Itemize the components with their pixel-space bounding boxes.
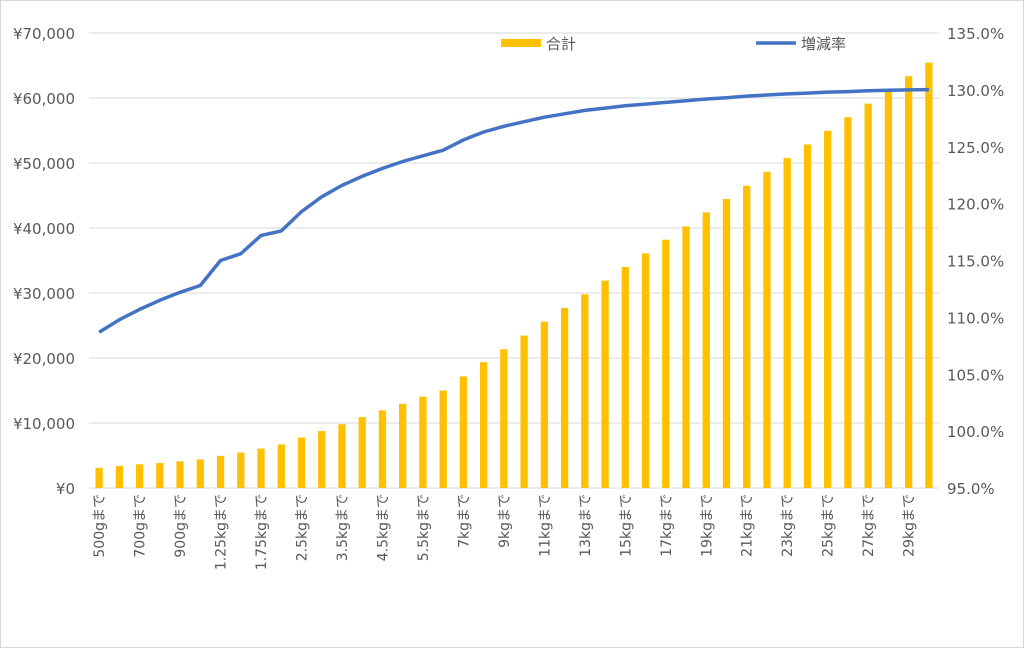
x-axis-tick-label: 500gまで [92, 494, 108, 558]
bar [115, 465, 123, 488]
bar [844, 117, 852, 489]
bar [925, 62, 933, 488]
bar [560, 307, 569, 488]
bar [682, 226, 690, 488]
bar [520, 335, 528, 488]
bar [419, 396, 427, 488]
bar [257, 448, 265, 488]
bar [439, 390, 447, 488]
right-axis-tick-label: 100.0% [947, 423, 1004, 441]
x-axis-tick-label: 1.25kgまで [214, 494, 230, 570]
bar [459, 376, 468, 488]
bar [662, 239, 670, 488]
bar [176, 461, 184, 488]
right-axis-tick-label: 135.0% [947, 25, 1004, 43]
bar [641, 253, 650, 488]
bar [621, 267, 629, 488]
x-axis-tick-label: 700gまで [133, 494, 149, 558]
right-axis-tick-label: 95.0% [947, 480, 995, 498]
line-series-増減率 [98, 87, 929, 334]
bar [216, 455, 225, 488]
x-axis-tick-label: 23kgまで [780, 494, 796, 557]
left-axis-tick-label: ¥0 [56, 480, 75, 498]
legend-swatch-合計 [501, 39, 541, 47]
left-axis-tick-label: ¥50,000 [13, 155, 75, 173]
x-axis-tick-label: 11kgまで [537, 494, 553, 557]
legend-label-増減率: 増減率 [801, 35, 846, 53]
right-axis-tick-label: 125.0% [947, 139, 1004, 157]
bar [277, 444, 285, 488]
x-axis-tick-label: 29kgまで [902, 494, 918, 557]
left-axis-tick-label: ¥10,000 [13, 415, 75, 433]
bar [500, 349, 508, 488]
left-axis-ticks: ¥0 ¥10,000 ¥20,000 ¥30,000 ¥40,000 ¥50,000 ¥60… [13, 25, 75, 498]
legend: 合計 増減率 [501, 35, 846, 53]
bar [763, 171, 771, 488]
bar [358, 417, 366, 488]
bar [237, 452, 245, 488]
x-axis-tick-label: 4.5kgまで [375, 494, 391, 561]
bar [864, 103, 872, 489]
bar [783, 158, 791, 488]
bar [601, 280, 609, 488]
bar [196, 459, 204, 488]
x-axis-tick-label: 15kgまで [618, 494, 634, 557]
bar [378, 410, 387, 488]
x-axis-ticks: 500gまで 700gまで 900gまで 1.25kgまで 1.75kgまで 2.5kgま… [92, 494, 918, 570]
bar [156, 462, 164, 488]
left-axis-tick-label: ¥70,000 [13, 25, 75, 43]
bar [399, 403, 407, 488]
bar [318, 431, 326, 488]
x-axis-tick-label: 13kgまで [578, 494, 594, 557]
bar [743, 185, 751, 488]
x-axis-tick-label: 900gまで [173, 494, 189, 558]
right-axis-tick-label: 120.0% [947, 196, 1004, 214]
x-axis-tick-label: 5.5kgまで [416, 494, 432, 561]
x-axis-tick-label: 21kgまで [740, 494, 756, 557]
x-axis-tick-label: 9kgまで [497, 494, 513, 548]
bar [702, 212, 710, 488]
bar [905, 76, 913, 488]
x-axis-tick-label: 1.75kgまで [254, 494, 270, 570]
right-axis-ticks: 95.0% 100.0% 105.0% 110.0% 115.0% 120.0% 125.0… [947, 25, 1004, 498]
left-axis-tick-label: ¥40,000 [13, 220, 75, 238]
right-axis-tick-label: 130.0% [947, 82, 1004, 100]
x-axis-tick-label: 7kgまで [456, 494, 472, 548]
right-axis-tick-label: 105.0% [947, 366, 1004, 384]
bar [480, 362, 488, 488]
bar [297, 437, 306, 488]
legend-label-合計: 合計 [546, 35, 576, 53]
left-axis-tick-label: ¥20,000 [13, 350, 75, 368]
x-axis-tick-label: 25kgまで [821, 494, 837, 557]
x-axis-tick-label: 27kgまで [861, 494, 877, 557]
bar [95, 467, 103, 488]
right-axis-tick-label: 110.0% [947, 309, 1004, 327]
left-axis-tick-label: ¥30,000 [13, 285, 75, 303]
x-axis-tick-label: 3.5kgまで [335, 494, 351, 561]
x-axis-tick-label: 2.5kgまで [295, 494, 311, 561]
bar [581, 294, 589, 488]
bar [540, 321, 548, 488]
bar [722, 199, 731, 488]
bar [338, 424, 346, 488]
gridlines [89, 32, 939, 489]
bar [824, 130, 832, 488]
right-axis-tick-label: 115.0% [947, 253, 1004, 271]
left-axis-tick-label: ¥60,000 [13, 90, 75, 108]
bar [135, 464, 144, 488]
bar [803, 144, 812, 488]
bar [884, 89, 893, 488]
bar-series-合計 [95, 62, 933, 489]
x-axis-tick-label: 19kgまで [699, 494, 715, 557]
x-axis-tick-label: 17kgまで [659, 494, 675, 557]
